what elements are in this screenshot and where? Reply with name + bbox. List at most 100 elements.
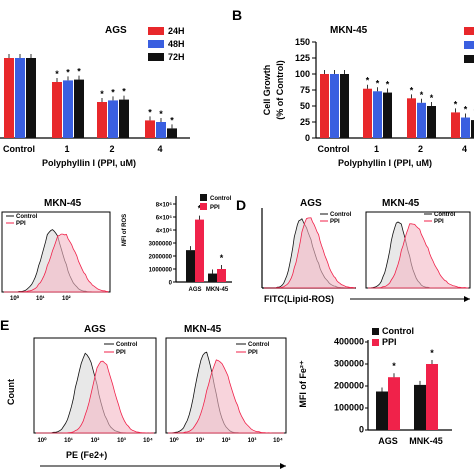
legend-label-PPI: PPI [210,205,220,211]
panel-b-letter: B [232,7,242,23]
legend-swatch-24H [464,27,474,35]
bar-PPI-AGS [195,219,204,282]
bar-b-48H-Control [330,74,339,138]
panel-a-title: AGS [105,25,127,36]
legend-label-24H: 24H [168,26,185,36]
bar-b-72H-2 [427,106,436,138]
x-tick-label-0-2: 10² [91,437,100,444]
legend-label-72H: 72H [168,52,185,62]
legend-swatch-72H [464,55,474,63]
legend-swatch-Control [200,194,207,201]
panel-d-legend-2-ppi: PPI [434,219,444,225]
significance-mark: * [198,204,202,214]
y-tick-label-125: 125 [295,53,310,63]
bar-a-72H-2 [119,99,129,138]
bar-a-48H-2 [108,100,118,138]
panel-b-legend [464,27,474,63]
panel-d-legend-2-control: Control [434,212,456,218]
bar-b-72H-4 [471,120,474,138]
panel-c-legend-control: Control [16,214,38,220]
bar-a-24H-4 [145,120,155,138]
panel-e-x-ticks: 10⁰ 10¹ 10² 10³ 10⁴ 10⁰ 10¹ 10² 10³ 10⁴ [37,437,282,444]
y-tick-label-1: 1000000 [149,268,173,274]
y-tick-label-4: 4×10⁶ [156,229,173,235]
panel-d-legend-1: Control PPI [320,212,352,225]
x-tick-label-0-3: 10³ [117,437,126,444]
y-tick-label-150: 150 [295,37,310,47]
x-tick-MKN-45: MKN-45 [206,287,229,293]
bar-a-72H-Control [26,58,36,138]
panel-e-ylabel: Count [6,379,16,405]
significance-mark: * [100,89,104,99]
panel-c-bar-x-ticks: AGS MKN-45 [188,287,228,293]
significance-mark: * [170,115,174,125]
bar-PPI-MNK-45 [426,364,438,430]
bar-b-72H-1 [383,92,392,138]
x-tick-a-2: 2 [109,144,114,154]
bar-Control-AGS [376,391,388,430]
panel-c-legend: Control PPI [6,214,38,227]
legend-swatch-PPI [200,203,207,210]
x-tick-a-0: Control [3,144,35,154]
legend-swatch-48H [464,41,474,49]
legend-swatch-72H [148,53,164,61]
panel-c-bar-ylabel: MFI of ROS [122,214,128,246]
panel-a-x-ticks: Control 1 2 4 [3,144,163,154]
legend-swatch-48H [148,40,164,48]
x-tick-label-1-3: 10³ [248,437,257,444]
y-tick-label-3: 3000000 [149,242,173,248]
panel-c-bar-bars: ** [186,204,226,282]
panel-e-legend-2-ppi: PPI [248,350,258,356]
x-tick-AGS: AGS [188,287,201,293]
bar-a-72H-4 [167,128,177,138]
panel-c-legend-ppi: PPI [16,221,26,227]
y-tick-label-75: 75 [300,85,310,95]
x-tick-MNK-45: MNK-45 [409,436,443,446]
bar-PPI-MKN-45 [217,269,226,282]
significance-mark: * [66,67,70,77]
panel-c-xtick-2: 10² [62,295,71,302]
y-tick-label-0: 0 [305,133,310,143]
panel-b-ylabel-2: (% of Control) [275,60,285,119]
x-tick-label-0-1: 10¹ [64,437,73,444]
x-tick-label-1-2: 10² [222,437,231,444]
panel-d-title-mkn: MKN-45 [382,198,420,209]
x-tick-AGS: AGS [378,436,398,446]
panel-e-title-mkn: MKN-45 [184,324,222,335]
y-tick-label-0: 0 [359,425,364,435]
panel-d: D AGS MKN-45 Control PPI Control PPI FIT… [236,197,471,304]
y-tick-label-3: 300000 [334,359,364,369]
y-tick-label-25: 25 [300,117,310,127]
panel-d-legend-1-ppi: PPI [330,219,340,225]
bar-a-48H-Control [15,58,25,138]
panel-b-bars: ********* [320,70,474,138]
x-tick-b-1: 1 [374,144,379,154]
panel-e-mkn-ppi-curve [168,359,284,434]
bar-Control-AGS [186,250,195,282]
legend-swatch-PPI [372,339,379,346]
bar-a-48H-1 [63,80,73,138]
panel-d-xlabel: FITC(Lipid-ROS) [264,294,334,304]
panel-e-legend-1: Control PPI [104,342,138,356]
significance-mark: * [77,67,81,77]
panel-d-mkn-ppi-curve [368,223,469,289]
bar-b-48H-2 [417,102,426,138]
significance-mark: * [366,76,370,86]
panel-e-bar-y-ticks: 0 100000 200000 300000 400000 [334,337,368,435]
panel-e-arrow-head [280,463,286,469]
y-tick-label-0: 0 [169,281,173,287]
panel-c-bar-legend: Control PPI [200,194,232,211]
bar-Control-MKN-45 [208,273,217,282]
x-tick-a-3: 4 [157,144,162,154]
bar-a-48H-4 [156,122,166,138]
significance-mark: * [430,348,434,358]
significance-mark: * [159,109,163,119]
bar-b-24H-2 [407,98,416,138]
panel-e-ags-ppi-curve [36,360,154,434]
bar-a-24H-1 [52,82,62,138]
panel-d-legend-1-control: Control [330,212,352,218]
significance-mark: * [55,69,59,79]
panel-c-ppi-curve [4,233,109,293]
